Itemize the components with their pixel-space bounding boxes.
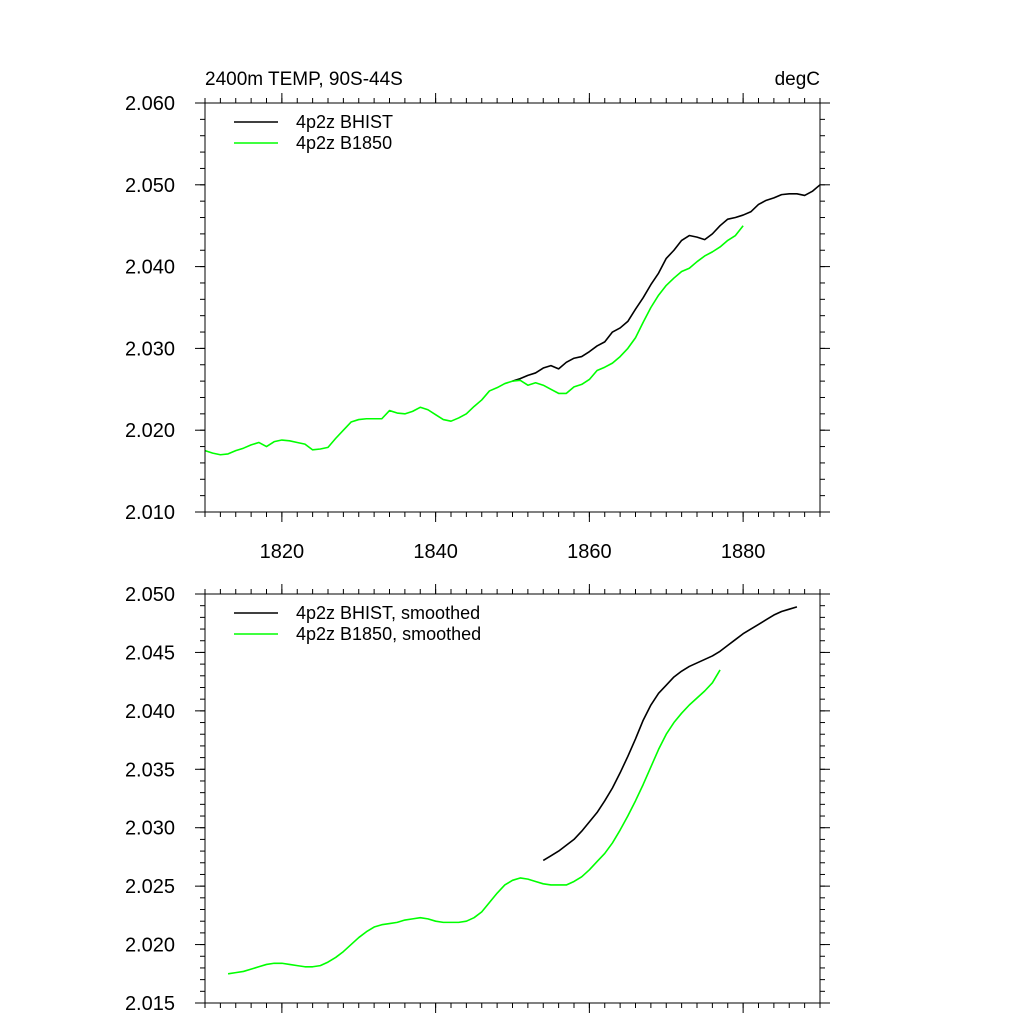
chart0-y-tick-label: 2.020 [125,420,175,442]
chart0-x-tick-label: 1880 [721,541,766,563]
chart0-series-line-bhist [512,184,821,382]
chart0-legend-label: 4p2z BHIST [296,112,393,132]
chart0-y-tick-label: 2.030 [125,338,175,360]
chart0-title-right: degC [775,69,820,90]
chart1-y-tick-label: 2.050 [125,584,175,606]
chart1-series-line-bhist [542,606,798,862]
chart0-y-tick-label: 2.050 [125,175,175,197]
chart0-x-tick-label: 1860 [567,541,612,563]
chart1-y-tick-label: 2.035 [125,759,175,781]
chart0-x-tick-label: 1820 [260,541,305,563]
bottom-panel-smoothed-plot: 2.015 2.020 2.025 2.030 2.035 2.040 2.045 2.050… [125,584,830,1015]
chart1-plot-frame [204,593,821,1004]
chart0-series-line-b1850 [204,225,744,456]
chart1-y-tick-label: 2.040 [125,701,175,723]
top-panel-temperature-plot: 2.010 2.020 2.030 2.040 2.050 2.060 1820 1840 18… [125,69,830,563]
chart1-series-line-b1850 [227,669,721,975]
chart0-y-tick-label: 2.040 [125,257,175,279]
chart0-title-left: 2400m TEMP, 90S-44S [205,69,403,90]
chart0-x-tick-label: 1840 [413,541,458,563]
chart0-y-tick-label: 2.010 [125,502,175,524]
chart1-legend-label: 4p2z BHIST, smoothed [296,603,480,623]
chart1-y-tick-label: 2.020 [125,935,175,957]
chart0-y-tick-label: 2.060 [125,93,175,115]
chart1-y-tick-label: 2.015 [125,993,175,1015]
chart1-y-tick-label: 2.045 [125,642,175,664]
chart0-plot-frame [204,102,821,513]
chart1-y-tick-label: 2.030 [125,818,175,840]
chart0-legend-label: 4p2z B1850 [296,133,392,153]
chart1-legend-label: 4p2z B1850, smoothed [296,624,481,644]
chart1-y-tick-label: 2.025 [125,876,175,898]
